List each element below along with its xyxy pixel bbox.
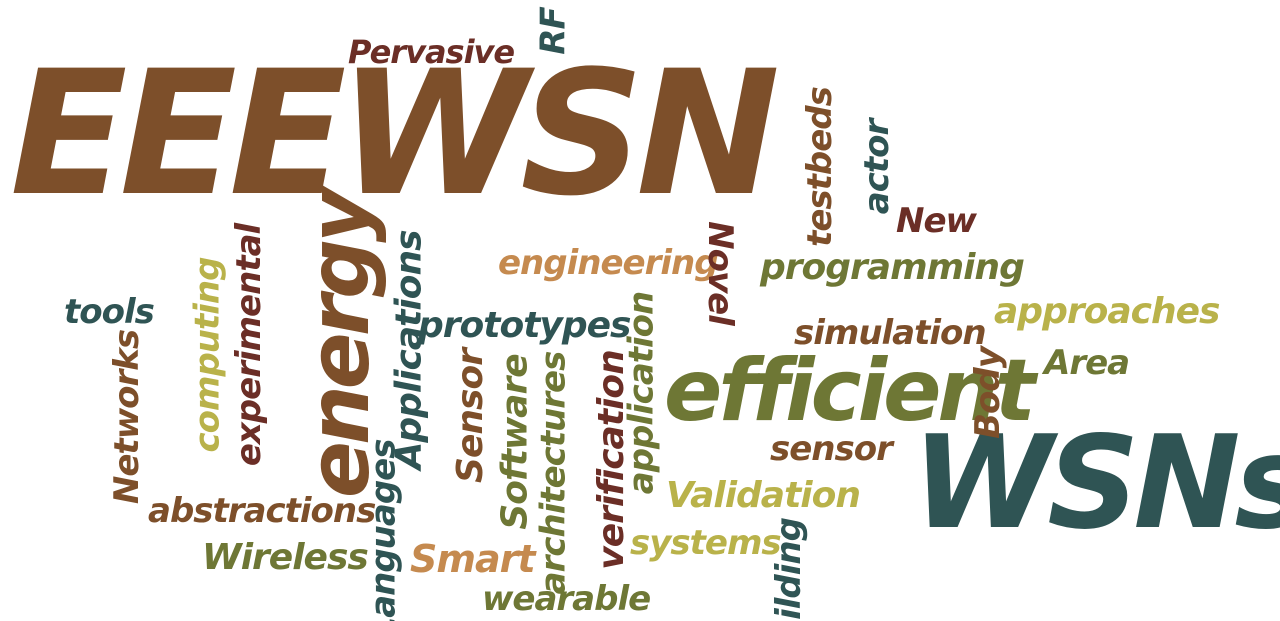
word-new: New	[896, 201, 977, 241]
word-approaches: approaches	[994, 291, 1220, 332]
word-actor: actor	[857, 119, 898, 215]
word-efficient: efficient	[664, 341, 1036, 441]
word-applications: Applications	[388, 230, 430, 470]
word-sensor-vertical: Sensor	[449, 349, 491, 483]
word-smart: Smart	[410, 537, 536, 581]
word-wearable: wearable	[482, 579, 651, 619]
word-computing: computing	[187, 257, 228, 453]
word-wsns: WSNs	[912, 409, 1280, 558]
word-area: Area	[1044, 343, 1130, 383]
word-rf: RF	[533, 7, 574, 55]
word-tools: tools	[64, 292, 155, 332]
word-programming: programming	[760, 247, 1025, 288]
word-prototypes: prototypes	[418, 305, 631, 346]
word-validation: Validation	[666, 475, 861, 516]
word-wireless: Wireless	[202, 537, 369, 578]
word-networks: Networks	[107, 329, 148, 505]
word-systems: systems	[630, 523, 782, 563]
word-testbeds: testbeds	[799, 87, 840, 247]
word-body: Body	[967, 347, 1008, 439]
word-languages: Languages	[363, 439, 404, 621]
word-engineering: engineering	[498, 243, 719, 283]
word-verification: verification	[590, 350, 632, 570]
word-eeewsn: EEEWSN	[10, 33, 780, 234]
word-architectures: architectures	[533, 351, 574, 595]
word-pervasive: Pervasive	[348, 33, 515, 71]
word-simulation: simulation	[794, 313, 987, 353]
word-ilding: ilding	[768, 518, 809, 620]
word-abstractions: abstractions	[148, 491, 376, 531]
word-experimental: experimental	[229, 223, 270, 467]
word-sensor-lower: sensor	[770, 429, 893, 469]
word-software: Software	[494, 354, 536, 530]
word-novel: Novel	[699, 221, 740, 325]
